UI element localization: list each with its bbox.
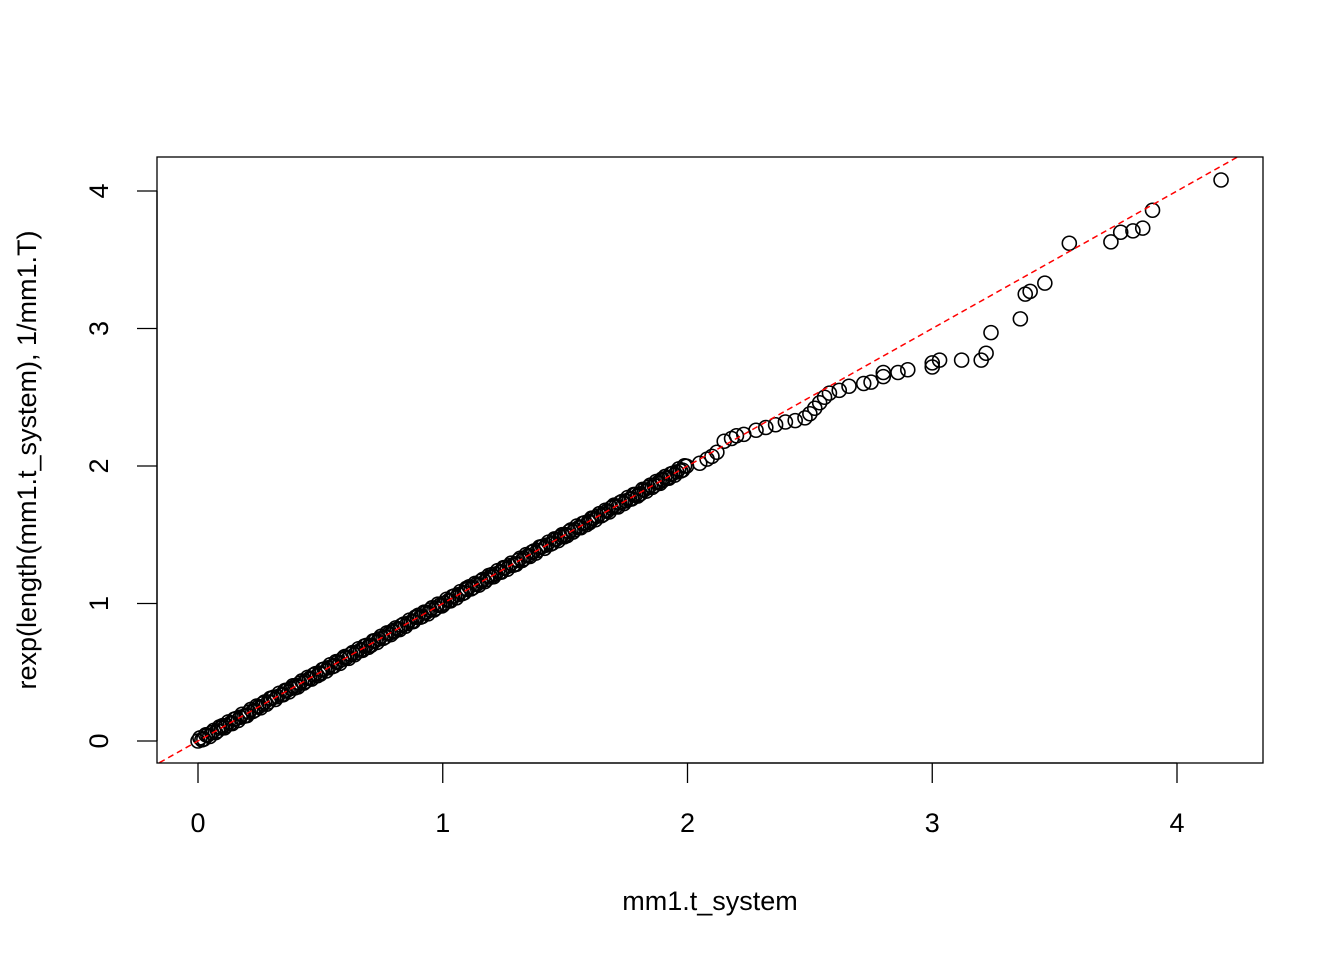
data-point xyxy=(767,416,784,433)
data-point xyxy=(816,389,833,406)
data-point xyxy=(311,665,328,681)
data-point xyxy=(855,375,872,392)
data-point xyxy=(758,419,774,436)
x-axis-label: mm1.t_system xyxy=(622,886,798,916)
y-tick-label: 2 xyxy=(84,458,114,473)
data-point xyxy=(1061,235,1078,252)
data-point xyxy=(1134,220,1151,236)
data-point xyxy=(709,444,725,461)
x-axis: 0 1 2 3 4 xyxy=(190,762,1185,838)
data-point xyxy=(841,378,857,395)
x-tick-label: 0 xyxy=(190,808,205,838)
data-point xyxy=(924,355,941,371)
data-point xyxy=(1022,283,1038,300)
data-point xyxy=(1012,311,1029,327)
data-point xyxy=(875,368,892,385)
y-axis-label: rexp(length(mm1.t_system), 1/mm1.T) xyxy=(12,230,42,689)
data-point xyxy=(802,405,818,422)
data-point xyxy=(899,361,916,378)
data-point xyxy=(931,352,948,368)
data-point xyxy=(748,422,764,439)
data-point xyxy=(890,364,906,381)
x-tick-label: 1 xyxy=(435,808,450,838)
data-point xyxy=(978,345,994,362)
y-tick-label: 1 xyxy=(84,596,114,611)
data-point xyxy=(1112,224,1129,241)
data-point xyxy=(580,513,597,530)
data-point xyxy=(821,385,838,401)
x-tick-label: 2 xyxy=(680,808,695,838)
y-tick-label: 3 xyxy=(84,321,114,336)
data-point xyxy=(529,542,546,559)
data-point xyxy=(953,352,970,368)
data-point xyxy=(797,410,813,426)
data-point xyxy=(787,412,803,429)
reference-line-y-equals-x xyxy=(157,157,1240,763)
data-point xyxy=(1037,275,1053,291)
x-tick-label: 4 xyxy=(1169,808,1184,838)
data-point xyxy=(728,427,745,444)
y-axis: 0 1 2 3 4 xyxy=(84,183,158,749)
data-point xyxy=(811,394,828,411)
data-point xyxy=(831,382,848,399)
data-point xyxy=(777,414,794,430)
data-point xyxy=(1144,202,1161,219)
data-point xyxy=(1125,223,1141,239)
data-point xyxy=(806,400,823,417)
data-point xyxy=(1103,234,1119,250)
data-point xyxy=(1213,172,1229,188)
data-point xyxy=(983,324,999,341)
data-points xyxy=(190,172,1229,749)
y-tick-label: 0 xyxy=(84,733,114,748)
y-tick-label: 4 xyxy=(84,183,114,198)
x-tick-label: 3 xyxy=(925,808,940,838)
